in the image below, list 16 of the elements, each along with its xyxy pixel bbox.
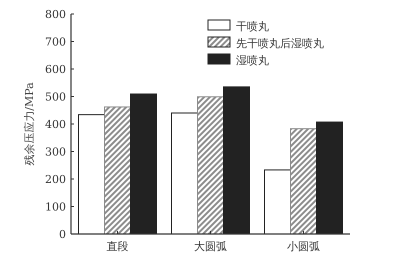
y-tick-label: 0	[59, 228, 66, 241]
y-tick-label: 400	[45, 118, 66, 131]
legend-label: 干喷丸	[236, 20, 269, 33]
y-tick-label: 100	[45, 200, 66, 214]
y-tick-label: 700	[45, 36, 66, 48]
y-tick-label: 600	[45, 63, 66, 76]
x-tick-label: 大圆弧	[194, 240, 227, 253]
legend-label: 先干喷丸后湿喷丸	[236, 37, 324, 50]
x-tick-label: 小圆弧	[287, 240, 320, 253]
x-tick-label: 直段	[106, 240, 128, 253]
y-axis-title: 残余压应力/MPa	[23, 82, 36, 166]
y-tick-label: 300	[45, 146, 66, 158]
legend-label: 湿喷丸	[236, 54, 269, 67]
y-tick-label: 800	[45, 8, 66, 21]
y-tick-label: 500	[45, 90, 66, 104]
y-tick-label: 200	[45, 173, 66, 186]
